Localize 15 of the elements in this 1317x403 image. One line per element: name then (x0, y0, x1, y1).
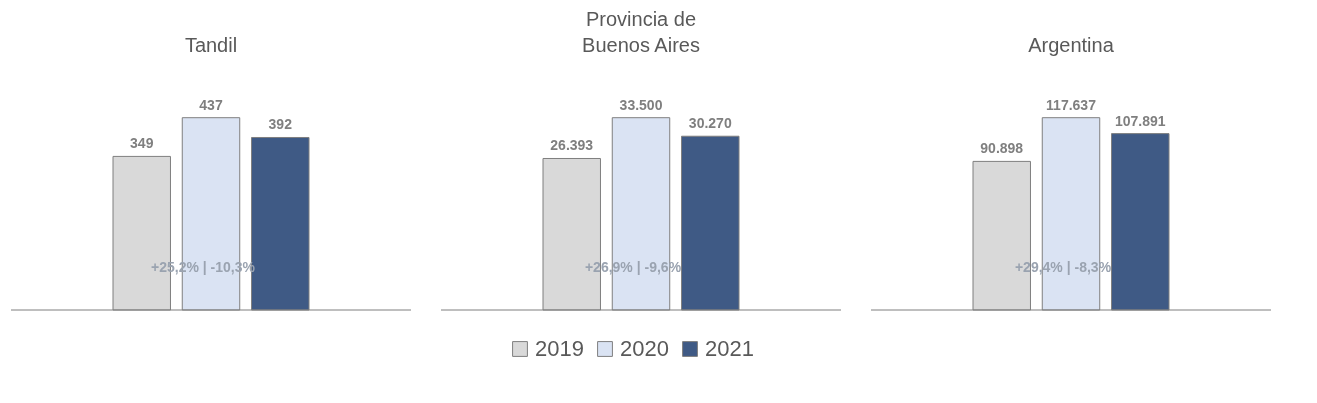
data-label: 90.898 (980, 140, 1024, 157)
chart-title: Tandil (184, 34, 238, 56)
data-label: 392 (268, 116, 293, 133)
chart-title: Provincia de Buenos Aires (582, 8, 700, 56)
data-label: 30.270 (688, 115, 732, 132)
chart-title: Argentina (1028, 34, 1115, 56)
legend-label: 2019 (535, 336, 584, 361)
data-label: 33.500 (619, 96, 663, 113)
data-label: 349 (130, 135, 154, 152)
data-label: 26.393 (550, 137, 594, 154)
data-label: 437 (199, 96, 223, 113)
legend-label: 2020 (620, 336, 669, 361)
legend-label: 2021 (705, 336, 754, 361)
data-label: 117.637 (1046, 96, 1097, 113)
data-label: 107.891 (1114, 112, 1166, 129)
